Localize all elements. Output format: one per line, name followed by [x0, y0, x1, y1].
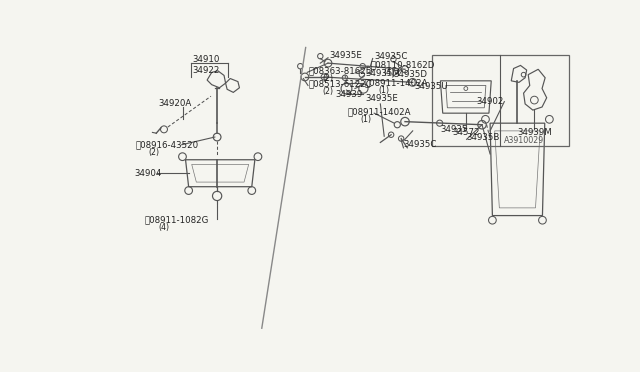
Text: 34904: 34904 [134, 169, 161, 178]
Text: Ⓢ08513-6122C: Ⓢ08513-6122C [308, 79, 372, 89]
Text: 34935M: 34935M [365, 68, 400, 78]
Text: 34920A: 34920A [159, 99, 192, 108]
Text: 34935D: 34935D [394, 70, 428, 79]
Text: A3910029: A3910029 [504, 136, 545, 145]
Text: (1): (1) [378, 86, 389, 95]
Text: 34935C: 34935C [374, 52, 408, 61]
Text: 34935U: 34935U [414, 82, 448, 91]
Text: ⒱08110-8162D: ⒱08110-8162D [371, 60, 435, 69]
Text: (4): (4) [159, 222, 170, 232]
Text: 34935B: 34935B [467, 132, 500, 141]
Text: (2): (2) [323, 74, 333, 83]
Text: 34939: 34939 [336, 90, 363, 99]
Text: (2): (2) [148, 148, 159, 157]
Text: ⓝ08911-1402A: ⓝ08911-1402A [348, 107, 411, 116]
Text: (1): (1) [360, 115, 371, 124]
Text: Ⓢ08363-8162D: Ⓢ08363-8162D [308, 66, 373, 75]
Text: 34910: 34910 [193, 55, 220, 64]
Text: 34902: 34902 [476, 97, 504, 106]
Text: (4): (4) [383, 68, 394, 77]
Text: 34935C: 34935C [403, 140, 437, 149]
Text: 34935E: 34935E [330, 51, 362, 60]
Text: Ⓥ08916-43520: Ⓥ08916-43520 [136, 140, 198, 149]
Bar [432, 55, 569, 146]
Text: ⓝ08911-1082G: ⓝ08911-1082G [145, 215, 209, 224]
Text: 34935E: 34935E [365, 94, 398, 103]
Text: 34935: 34935 [440, 125, 468, 134]
Text: 34572: 34572 [452, 128, 479, 137]
Text: 34939M: 34939M [517, 128, 552, 137]
Text: (2): (2) [323, 87, 333, 96]
Text: ⓝ08911-1402A: ⓝ08911-1402A [365, 78, 428, 88]
Text: 34922: 34922 [193, 66, 220, 75]
